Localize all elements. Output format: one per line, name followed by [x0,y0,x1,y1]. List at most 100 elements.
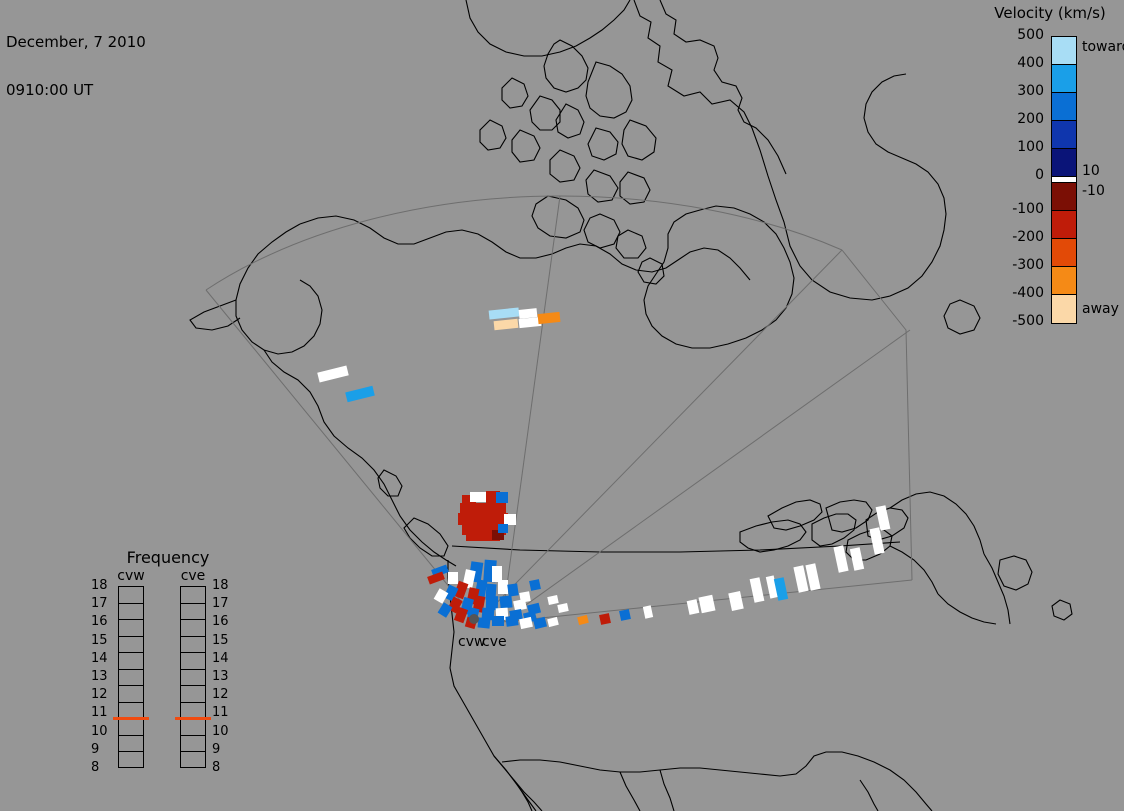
velocity-cell [448,572,458,584]
frequency-tick-label: 10 [212,723,229,739]
radar-site-markers [469,614,479,624]
frequency-tick-label: 16 [212,614,229,630]
velocity-cell [499,595,513,609]
velocity-tick-label: 300 [1017,83,1044,99]
frequency-tick-label: 18 [212,578,229,593]
frequency-bar-row [119,620,143,637]
frequency-tick-label: 13 [212,669,229,684]
velocity-cell [619,609,631,621]
frequency-column-label-cve: cve [180,568,206,584]
velocity-cell [453,606,469,624]
velocity-cell [492,566,502,582]
velocity-cell [504,514,516,525]
frequency-bar-row [119,752,143,769]
velocity-cell [458,513,508,525]
frequency-tick-label: 8 [212,760,221,775]
velocity-tick-label: 200 [1017,111,1044,127]
frequency-legend: Frequency cvw 18 17 16 15 14 13 12 11 10 9 8 cve 18 17… [88,548,248,780]
frequency-bar-row [119,653,143,670]
velocity-tick-label: 400 [1017,55,1044,71]
frequency-bar-row [181,736,205,753]
velocity-cell [577,614,589,626]
frequency-bar-cve [180,586,206,768]
velocity-tick-label: -200 [1012,229,1044,245]
frequency-marker-cvw [113,717,149,721]
coastlines [189,0,1073,811]
frequency-tick-label: 10 [91,723,108,739]
velocity-cell [466,531,500,541]
velocity-cell [433,588,449,604]
velocity-cell [485,595,499,611]
velocity-cell [765,575,779,599]
frequency-bar-row [181,637,205,654]
velocity-cell [505,615,519,627]
velocity-cell [849,547,865,571]
velocity-color-segment [1052,65,1076,93]
frequency-bar-row [181,686,205,703]
velocity-cell [492,616,504,626]
frequency-bar-row [119,637,143,654]
velocity-colorbar [1051,36,1077,324]
velocity-cell [529,579,541,591]
velocity-color-segment [1052,177,1076,183]
velocity-tick-label: -100 [1012,201,1044,217]
velocity-color-segment [1052,93,1076,121]
radar-label-cvw: cvw [458,634,485,650]
velocity-color-segment [1052,183,1076,211]
velocity-legend-title: Velocity (km/s) [994,4,1106,22]
frequency-column-label-cvw: cvw [117,568,145,584]
radar-label-cve: cve [482,634,507,650]
velocity-cell [507,583,519,597]
frequency-tick-label: 11 [212,705,229,721]
velocity-legend: Velocity (km/s) 500 400 300 200 100 0 -100 -200… [972,4,1124,334]
velocity-cell [519,616,533,630]
velocity-cell [793,565,809,593]
frequency-tick-label: 9 [212,741,221,757]
velocity-color-segment [1052,121,1076,149]
frequency-bar-row [119,686,143,703]
velocity-cell [599,613,611,625]
velocity-color-segment [1052,295,1076,323]
velocity-cell [437,602,453,618]
velocity-away-label: away [1082,301,1119,317]
frequency-tick-label: 12 [91,687,108,703]
velocity-cell [492,530,504,540]
velocity-tick-label: 500 [1017,27,1044,43]
velocity-tick-label: -400 [1012,285,1044,301]
frequency-tick-label: 12 [212,687,229,703]
velocity-cell [518,308,538,319]
velocity-cell [547,595,559,605]
frequency-bar-row [181,653,205,670]
frequency-tick-label: 14 [212,650,229,666]
frequency-bar-row [181,670,205,687]
velocity-cell [470,492,486,502]
velocity-cell [493,318,519,331]
frequency-bar-row [181,604,205,621]
velocity-cell [488,307,520,320]
velocity-tick-label: -500 [1012,313,1044,329]
velocity-color-segment [1052,239,1076,267]
velocity-minus-ten-label: -10 [1082,183,1105,199]
velocity-cell [833,545,849,573]
velocity-cell [498,580,508,594]
time-label: 0910:00 UT [6,81,94,99]
velocity-cell [728,590,744,612]
velocity-cell [805,563,821,591]
frequency-tick-label: 18 [91,578,108,593]
velocity-cell [345,385,375,403]
velocity-cell [532,616,548,630]
radar-site-marker-cvw [469,614,479,624]
frequency-bar-cvw [118,586,144,768]
velocity-cell [427,571,445,585]
date-label: December, 7 2010 [6,33,146,51]
velocity-tick-label: 0 [1035,167,1044,183]
frequency-tick-label: 14 [91,650,108,666]
timestamp-block: December, 7 2010 0910:00 UT [6,2,146,114]
velocity-color-segment [1052,267,1076,295]
velocity-cell [498,524,508,533]
frequency-tick-label: 16 [91,614,108,630]
velocity-scatter-cells [317,307,891,630]
frequency-bar-row [119,719,143,736]
